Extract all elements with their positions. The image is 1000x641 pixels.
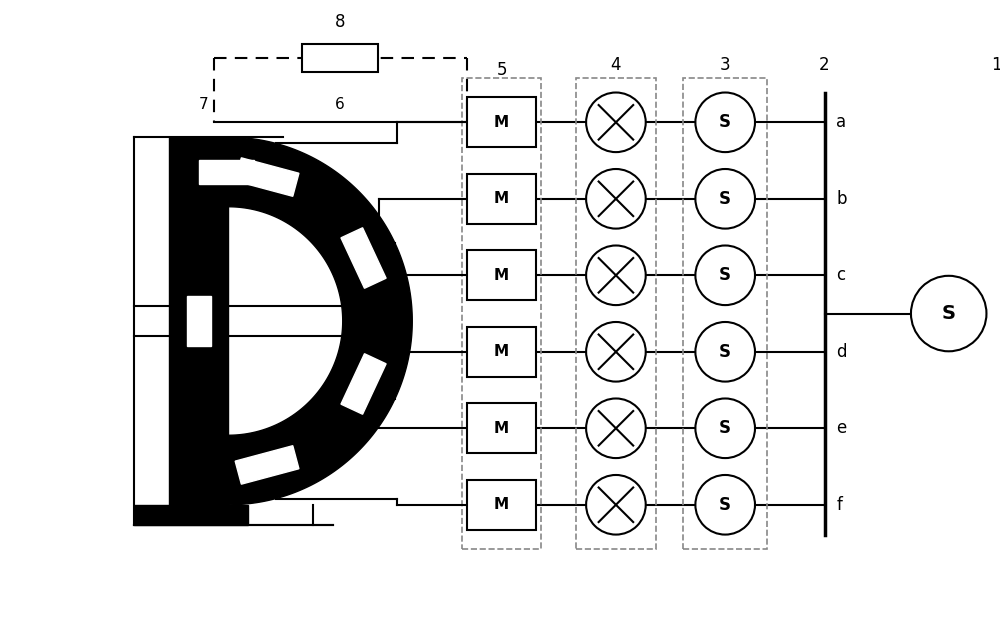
Text: S: S [942,304,956,323]
Text: 6: 6 [335,97,345,112]
Text: 7: 7 [199,97,209,112]
Circle shape [911,276,986,351]
Text: 1: 1 [991,56,1000,74]
Text: b: b [836,190,847,208]
Text: a: a [836,113,847,131]
Circle shape [586,246,646,305]
Polygon shape [228,137,412,504]
Text: 2: 2 [819,56,830,74]
Text: 4: 4 [611,56,621,74]
Text: M: M [494,344,509,360]
FancyBboxPatch shape [467,174,536,224]
Polygon shape [235,158,299,196]
Circle shape [586,399,646,458]
FancyBboxPatch shape [467,97,536,147]
Polygon shape [199,160,254,184]
FancyBboxPatch shape [467,480,536,529]
Text: e: e [836,419,847,437]
Polygon shape [341,228,386,288]
Circle shape [695,322,755,381]
Circle shape [695,399,755,458]
Circle shape [695,169,755,229]
Polygon shape [169,137,228,504]
Text: 5: 5 [472,97,481,112]
Circle shape [695,92,755,152]
Text: S: S [719,113,731,131]
Text: S: S [719,190,731,208]
FancyBboxPatch shape [302,44,378,72]
Text: S: S [719,343,731,361]
Text: f: f [836,495,842,514]
Text: M: M [494,420,509,436]
Circle shape [695,475,755,535]
Text: 3: 3 [720,56,731,74]
Text: S: S [719,266,731,285]
Text: 8: 8 [335,13,345,31]
Circle shape [695,246,755,305]
FancyBboxPatch shape [467,327,536,377]
Text: 5: 5 [496,61,507,79]
Circle shape [586,92,646,152]
Circle shape [586,475,646,535]
Text: M: M [494,497,509,512]
Circle shape [586,322,646,381]
Polygon shape [187,296,211,346]
FancyBboxPatch shape [467,251,536,300]
Text: M: M [494,115,509,130]
Circle shape [586,169,646,229]
FancyBboxPatch shape [467,403,536,453]
Text: c: c [836,266,846,285]
Text: M: M [494,191,509,206]
Text: S: S [719,419,731,437]
Text: M: M [494,268,509,283]
Polygon shape [134,504,248,524]
Polygon shape [235,445,299,484]
Text: S: S [719,495,731,514]
Polygon shape [341,354,386,414]
Text: d: d [836,343,847,361]
